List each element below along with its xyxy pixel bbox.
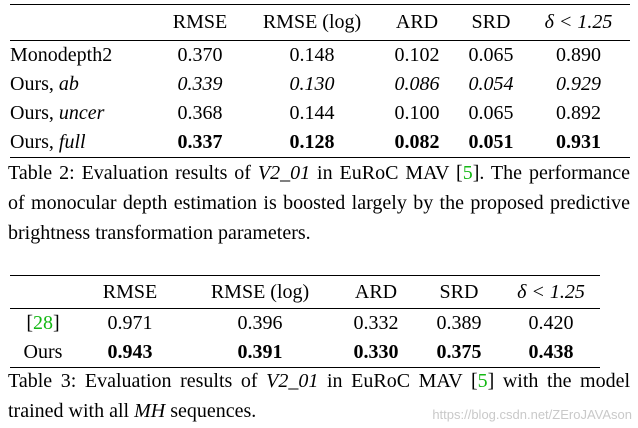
table-3-caption: Table 3: Evaluation results of V2_01 in … <box>8 366 630 426</box>
header-cell: RMSE (log) <box>184 275 336 309</box>
value-cell: 0.102 <box>379 40 455 70</box>
method-cell: Ours, ab <box>10 70 155 99</box>
value-cell: 0.971 <box>76 308 184 338</box>
value-cell: 0.100 <box>394 101 440 124</box>
method-variant: uncer <box>58 101 105 124</box>
method-prefix: Ours, <box>10 130 59 153</box>
table-row: Ours 0.943 0.391 0.330 0.375 0.438 <box>10 337 600 368</box>
watermark: https://blog.csdn.net/ZEroJAVAson <box>432 407 632 422</box>
table-row: Monodepth2 0.370 0.148 0.102 0.065 0.890 <box>10 40 630 70</box>
value-cell: 0.890 <box>527 40 630 70</box>
caption-text: Evaluation results of <box>84 370 258 392</box>
value-cell: 0.051 <box>455 127 527 158</box>
value-cell: 0.130 <box>289 72 335 95</box>
table-row: Ours, full 0.337 0.128 0.082 0.051 0.931 <box>10 127 630 158</box>
header-cell: RMSE (log) <box>245 4 379 41</box>
table-2: RMSE RMSE (log) ARD SRD δ < 1.25 Monodep… <box>10 4 630 158</box>
header-cell: ARD <box>379 4 455 41</box>
value-cell: 0.892 <box>556 101 601 124</box>
table-row: Ours, uncer 0.368 0.144 0.100 0.065 0.89… <box>10 99 630 128</box>
caption-label: Table 3: <box>8 370 77 392</box>
value-cell: 0.396 <box>184 308 336 338</box>
value-cell: 0.370 <box>155 40 245 70</box>
method-prefix: Ours, <box>10 101 59 124</box>
value-cell: 0.128 <box>245 127 379 158</box>
method-cell: Ours <box>10 337 76 368</box>
header-cell: SRD <box>455 4 527 41</box>
caption-text: Evaluation results of <box>81 162 251 184</box>
value-cell: 0.330 <box>336 337 416 368</box>
header-cell <box>10 4 155 41</box>
value-cell: 0.438 <box>502 337 600 368</box>
value-cell: 0.931 <box>527 127 630 158</box>
value-cell: 0.337 <box>155 127 245 158</box>
value-cell: 0.943 <box>76 337 184 368</box>
value-cell: 0.065 <box>455 40 527 70</box>
method-cell: Monodepth2 <box>10 40 155 70</box>
method-variant: ab <box>58 72 79 95</box>
table-3: RMSE RMSE (log) ARD SRD δ < 1.25 [28] 0.… <box>10 275 600 368</box>
header-cell: SRD <box>416 275 502 309</box>
value-cell: 0.332 <box>336 308 416 338</box>
table-2-header-row: RMSE RMSE (log) ARD SRD δ < 1.25 <box>10 4 630 41</box>
value-cell: 0.375 <box>416 337 502 368</box>
caption-label: Table 2: <box>8 162 75 184</box>
caption-text: in EuRoC MAV [ <box>317 162 463 184</box>
value-cell: 0.339 <box>177 72 223 95</box>
value-cell: 0.148 <box>245 40 379 70</box>
value-cell: 0.929 <box>556 72 601 95</box>
value-cell: 0.368 <box>177 101 223 124</box>
value-cell: 0.144 <box>289 101 335 124</box>
value-cell: 0.420 <box>502 308 600 338</box>
method-cell: [28] <box>10 308 76 338</box>
sequence-name: V2_01 <box>266 370 319 392</box>
citation-link[interactable]: 28 <box>33 311 53 334</box>
header-cell: RMSE <box>155 4 245 41</box>
header-cell: δ < 1.25 <box>527 4 630 41</box>
table-row: Ours, ab 0.339 0.130 0.086 0.054 0.929 <box>10 70 630 99</box>
value-cell: 0.082 <box>379 127 455 158</box>
citation-link[interactable]: 5 <box>462 162 473 184</box>
caption-text: sequences. <box>170 400 257 422</box>
method-cell: Ours, uncer <box>10 99 155 128</box>
sequence-name: MH <box>134 400 166 422</box>
table-2-caption: Table 2: Evaluation results of V2_01 in … <box>8 158 630 248</box>
value-cell: 0.086 <box>394 72 440 95</box>
caption-text: ]. The performance of monocular depth es… <box>8 162 631 244</box>
header-cell: RMSE <box>76 275 184 309</box>
table-3-header-row: RMSE RMSE (log) ARD SRD δ < 1.25 <box>10 275 600 309</box>
value-cell: 0.391 <box>184 337 336 368</box>
sequence-name: V2_01 <box>257 162 311 184</box>
caption-text: ] with the model trained with all <box>8 370 631 422</box>
citation-link[interactable]: 5 <box>477 370 488 392</box>
value-cell: 0.065 <box>468 101 514 124</box>
method-cell: Ours, full <box>10 127 155 158</box>
method-prefix: Ours, <box>10 72 59 95</box>
header-cell: δ < 1.25 <box>502 275 600 309</box>
header-cell: ARD <box>336 275 416 309</box>
value-cell: 0.389 <box>416 308 502 338</box>
method-variant: full <box>58 130 86 153</box>
value-cell: 0.054 <box>468 72 514 95</box>
table-row: [28] 0.971 0.396 0.332 0.389 0.420 <box>10 308 600 338</box>
caption-text: in EuRoC MAV [ <box>326 370 478 392</box>
header-cell <box>10 275 76 309</box>
